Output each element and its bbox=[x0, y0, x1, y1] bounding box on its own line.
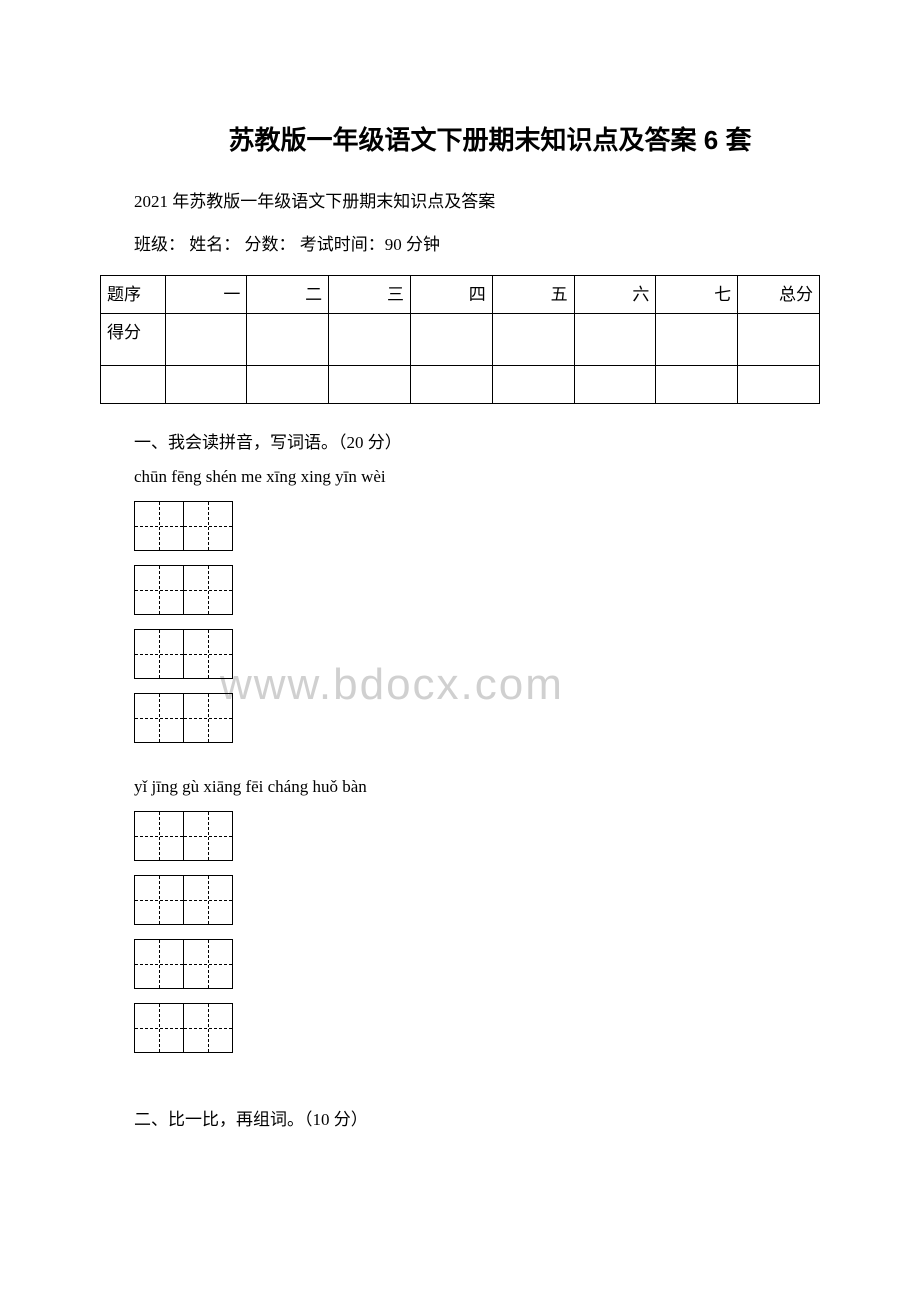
column-header: 七 bbox=[656, 276, 738, 314]
column-header: 六 bbox=[574, 276, 656, 314]
tianzige-cell bbox=[183, 1003, 233, 1053]
section-heading: 一、我会读拼音，写词语。（20 分） bbox=[100, 428, 820, 453]
empty-cell bbox=[410, 366, 492, 404]
tianzige-cell bbox=[183, 693, 233, 743]
column-header: 五 bbox=[492, 276, 574, 314]
tianzige-cell bbox=[134, 629, 184, 679]
document-subtitle: 2021 年苏教版一年级语文下册期末知识点及答案 bbox=[100, 187, 820, 212]
table-row: 得分 bbox=[101, 314, 820, 366]
empty-cell bbox=[165, 366, 247, 404]
pinyin-text: chūn fēng shén me xīng xing yīn wèi bbox=[100, 467, 820, 487]
row-label-cell: 题序 bbox=[101, 276, 166, 314]
tianzige-cell bbox=[134, 875, 184, 925]
row-label-cell: 得分 bbox=[101, 314, 166, 366]
tianzige-group bbox=[134, 501, 820, 743]
tianzige-cell bbox=[183, 875, 233, 925]
score-cell bbox=[329, 314, 411, 366]
tianzige-row bbox=[134, 939, 820, 989]
document-title: 苏教版一年级语文下册期末知识点及答案 6 套 bbox=[160, 120, 820, 157]
document-content: 苏教版一年级语文下册期末知识点及答案 6 套 2021 年苏教版一年级语文下册期… bbox=[100, 120, 820, 1130]
tianzige-cell bbox=[183, 811, 233, 861]
tianzige-row bbox=[134, 629, 820, 679]
tianzige-row bbox=[134, 875, 820, 925]
score-cell bbox=[410, 314, 492, 366]
empty-cell bbox=[247, 366, 329, 404]
tianzige-row bbox=[134, 1003, 820, 1053]
tianzige-cell bbox=[134, 501, 184, 551]
score-cell bbox=[492, 314, 574, 366]
tianzige-cell bbox=[134, 811, 184, 861]
tianzige-row bbox=[134, 693, 820, 743]
column-header: 四 bbox=[410, 276, 492, 314]
section-heading: 二、比一比，再组词。（10 分） bbox=[100, 1105, 820, 1130]
column-header: 一 bbox=[165, 276, 247, 314]
empty-cell bbox=[656, 366, 738, 404]
pinyin-text: yǐ jīng gù xiāng fēi cháng huǒ bàn bbox=[100, 777, 820, 797]
empty-cell bbox=[574, 366, 656, 404]
empty-cell bbox=[738, 366, 820, 404]
empty-cell bbox=[492, 366, 574, 404]
score-cell bbox=[165, 314, 247, 366]
empty-cell bbox=[329, 366, 411, 404]
info-line: 班级： 姓名： 分数： 考试时间：90 分钟 bbox=[100, 230, 820, 255]
tianzige-cell bbox=[183, 629, 233, 679]
tianzige-group bbox=[134, 811, 820, 1053]
tianzige-row bbox=[134, 811, 820, 861]
tianzige-cell bbox=[134, 565, 184, 615]
tianzige-cell bbox=[183, 939, 233, 989]
score-table: 题序 一 二 三 四 五 六 七 总分 得分 bbox=[100, 275, 820, 404]
tianzige-cell bbox=[183, 501, 233, 551]
score-cell bbox=[656, 314, 738, 366]
tianzige-row bbox=[134, 501, 820, 551]
score-cell bbox=[738, 314, 820, 366]
tianzige-cell bbox=[183, 565, 233, 615]
column-header: 三 bbox=[329, 276, 411, 314]
score-cell bbox=[247, 314, 329, 366]
tianzige-cell bbox=[134, 939, 184, 989]
column-header: 二 bbox=[247, 276, 329, 314]
empty-cell bbox=[101, 366, 166, 404]
column-header: 总分 bbox=[738, 276, 820, 314]
tianzige-row bbox=[134, 565, 820, 615]
table-row bbox=[101, 366, 820, 404]
tianzige-cell bbox=[134, 1003, 184, 1053]
score-cell bbox=[574, 314, 656, 366]
table-row: 题序 一 二 三 四 五 六 七 总分 bbox=[101, 276, 820, 314]
tianzige-cell bbox=[134, 693, 184, 743]
